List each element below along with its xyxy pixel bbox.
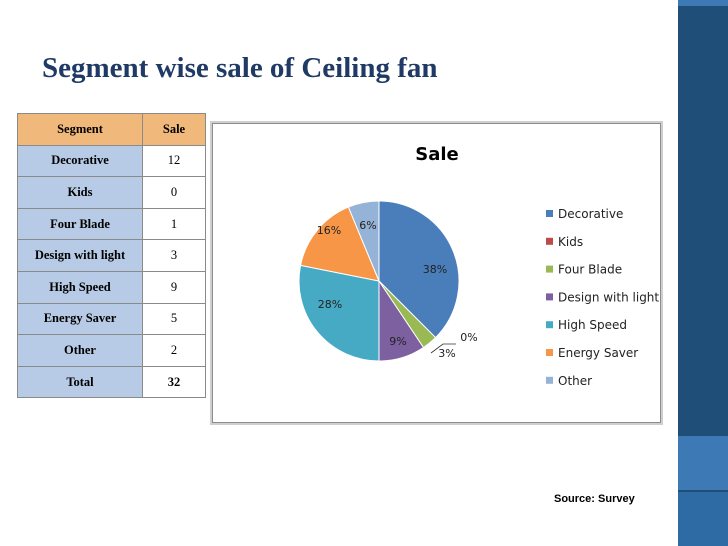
table-row: Kids 0 (17, 176, 206, 209)
source-note: Source: Survey (554, 493, 635, 505)
legend-label-other: Other (558, 374, 592, 388)
pie-slice-high-speed (298, 264, 380, 362)
legend-swatch-design-with-light (546, 293, 553, 301)
segment-sale-table: Segment Sale Decorative 12 Kids 0 Four B… (17, 113, 206, 399)
table-cell-sale: 12 (142, 144, 206, 178)
table-cell-sale: 3 (142, 239, 206, 272)
pie-chart-frame: Sale 38% 0% 3% 9% 28% 16% 6% Decorative Kids Fou… (212, 123, 661, 423)
pie-chart: Sale 38% 0% 3% 9% 28% 16% 6% Decorative Kids Fou… (298, 144, 659, 388)
slide-title: Segment wise sale of Ceiling fan (42, 52, 438, 84)
pie-slice-other (347, 200, 380, 282)
chart-legend: Decorative Kids Four Blade Design with ligh… (546, 207, 659, 388)
table-cell-segment: Kids (17, 176, 143, 209)
table-total-row: Total 32 (17, 365, 206, 399)
table-cell-segment: Four Blade (17, 207, 143, 241)
table-row: Decorative 12 (17, 144, 206, 178)
table-row: Design with light 3 (17, 239, 206, 272)
table-header-segment: Segment (17, 113, 143, 146)
data-label-decorative: 38% (423, 263, 447, 276)
pie-leader-lines (430, 343, 456, 354)
table-total-label: Total (17, 365, 143, 399)
table-cell-segment: Decorative (17, 144, 143, 178)
legend-swatch-kids (546, 237, 553, 245)
legend-label-high-speed: High Speed (558, 318, 627, 332)
table-cell-segment: Other (17, 334, 143, 367)
legend-swatch-four-blade (546, 265, 553, 273)
table-total-value: 32 (142, 365, 206, 399)
table-cell-sale: 2 (142, 334, 206, 367)
pie-slice-decorative (378, 200, 460, 339)
pie-slice-energy-saver (299, 206, 380, 282)
legend-swatch-other (546, 376, 553, 384)
legend-label-decorative: Decorative (558, 207, 623, 221)
table-header-sale: Sale (142, 113, 206, 146)
table-cell-sale: 0 (142, 176, 206, 209)
table-cell-sale: 5 (142, 302, 206, 336)
table-row: High Speed 9 (17, 270, 206, 304)
table-cell-segment: Design with light (17, 239, 143, 272)
data-label-four-blade: 3% (438, 347, 455, 360)
chart-title: Sale (415, 144, 459, 165)
legend-label-design-with-light: Design with light (558, 290, 659, 304)
data-label-high-speed: 28% (318, 298, 342, 311)
legend-swatch-energy-saver (546, 349, 553, 356)
legend-label-kids: Kids (558, 235, 583, 249)
data-label-other: 6% (359, 219, 376, 232)
legend-label-energy-saver: Energy Saver (558, 346, 638, 360)
legend-swatch-decorative (546, 210, 553, 217)
side-accent-top (678, 0, 728, 6)
table-row: Energy Saver 5 (17, 302, 206, 336)
table-cell-sale: 1 (142, 207, 206, 241)
table-row: Four Blade 1 (17, 207, 206, 241)
table-cell-segment: High Speed (17, 270, 143, 304)
table-cell-sale: 9 (142, 270, 206, 304)
data-label-design-with-light: 9% (389, 335, 406, 348)
data-label-kids: 0% (460, 331, 477, 344)
table-row: Other 2 (17, 334, 206, 367)
data-label-energy-saver: 16% (317, 224, 341, 237)
leader-line-kids (430, 343, 456, 354)
side-accent-bottom (678, 492, 728, 546)
pie-data-labels: 38% 0% 3% 9% 28% 16% 6% (317, 219, 478, 360)
table-header-row: Segment Sale (17, 113, 206, 146)
table-cell-segment: Energy Saver (17, 302, 143, 336)
pie-slices (298, 200, 460, 362)
legend-label-four-blade: Four Blade (558, 263, 622, 277)
side-accent-middle (678, 436, 728, 490)
legend-swatch-high-speed (546, 321, 553, 329)
